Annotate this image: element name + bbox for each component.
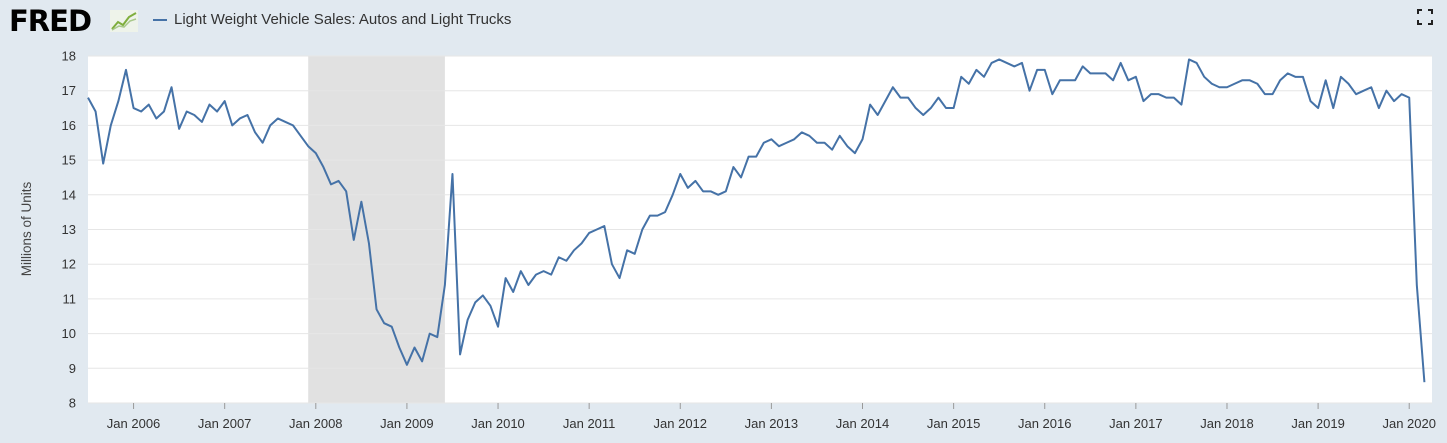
x-tick-label: Jan 2016 — [1018, 416, 1072, 431]
y-tick-label: 14 — [62, 187, 76, 202]
y-tick-label: 9 — [69, 361, 76, 376]
fullscreen-icon[interactable] — [1417, 9, 1433, 25]
y-tick-label: 18 — [62, 49, 76, 64]
x-tick-label: Jan 2009 — [380, 416, 434, 431]
y-tick-label: 8 — [69, 396, 76, 411]
x-tick-label: Jan 2011 — [563, 416, 616, 431]
x-tick-label: Jan 2015 — [927, 416, 981, 431]
x-tick-label: Jan 2014 — [836, 416, 890, 431]
grid-lines — [88, 55, 1432, 404]
x-tick-label: Jan 2007 — [198, 416, 252, 431]
chart-legend: Light Weight Vehicle Sales: Autos and Li… — [153, 11, 511, 28]
x-tick-label: Jan 2012 — [654, 416, 708, 431]
x-tick-label: Jan 2010 — [471, 416, 525, 431]
y-axis-label: Millions of Units — [19, 181, 34, 276]
x-tick-label: Jan 2018 — [1200, 416, 1254, 431]
x-tick-label: Jan 2017 — [1109, 416, 1163, 431]
x-axis-ticks: Jan 2006 Jan 2007 Jan 2008 Jan 2009 Jan 2010… — [107, 403, 1436, 431]
x-tick-label: Jan 2008 — [289, 416, 343, 431]
x-tick-label: Jan 2013 — [745, 416, 799, 431]
y-tick-label: 12 — [62, 257, 76, 272]
y-tick-label: 10 — [62, 326, 76, 341]
legend-swatch — [153, 18, 167, 21]
fred-logo[interactable]: FRED — [9, 4, 92, 38]
y-tick-label: 16 — [62, 118, 76, 133]
y-tick-label: 11 — [63, 291, 77, 306]
y-tick-label: 13 — [62, 222, 76, 237]
x-tick-label: Jan 2019 — [1291, 416, 1345, 431]
x-tick-label: Jan 2006 — [107, 416, 161, 431]
y-axis-ticks: 8 9 10 11 12 13 14 15 16 17 18 — [62, 49, 76, 411]
y-tick-label: 15 — [62, 153, 76, 168]
legend-series-label: Light Weight Vehicle Sales: Autos and Li… — [174, 11, 512, 28]
x-tick-label: Jan 2020 — [1382, 416, 1436, 431]
chart-line-icon — [110, 10, 138, 32]
chart-header: FRED Light Weight Vehicle Sales: Autos a… — [0, 0, 1447, 44]
series-line — [87, 58, 1426, 383]
y-tick-label: 17 — [62, 83, 76, 98]
